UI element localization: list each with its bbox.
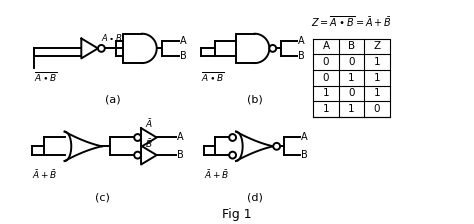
Text: 1: 1 (323, 88, 329, 98)
Text: 1: 1 (374, 88, 380, 98)
Circle shape (98, 45, 105, 52)
Text: 0: 0 (348, 57, 355, 67)
Text: B: B (177, 150, 184, 160)
Circle shape (229, 134, 236, 141)
Text: A: A (322, 41, 330, 52)
Text: (b): (b) (247, 94, 263, 104)
Text: B: B (298, 51, 304, 61)
Text: 0: 0 (323, 73, 329, 83)
Text: B: B (348, 41, 355, 52)
Text: B: B (301, 150, 308, 160)
Circle shape (269, 45, 276, 52)
Text: 0: 0 (374, 104, 380, 114)
Text: (d): (d) (246, 192, 263, 202)
Text: $\bar{B}$: $\bar{B}$ (145, 137, 153, 150)
Text: Fig 1: Fig 1 (222, 208, 252, 221)
Text: B: B (180, 51, 187, 61)
Text: $Z = \overline{A \bullet B} = \bar{A} + \bar{B}$: $Z = \overline{A \bullet B} = \bar{A} + … (311, 14, 392, 29)
Text: A: A (301, 133, 307, 142)
Text: $\overline{A \bullet B}$: $\overline{A \bullet B}$ (201, 70, 225, 84)
Text: $A \bullet B$: $A \bullet B$ (101, 32, 123, 43)
Text: $\bar{A}$: $\bar{A}$ (145, 117, 153, 130)
Text: 1: 1 (348, 104, 355, 114)
Text: 0: 0 (348, 88, 355, 98)
Text: $\overline{A \bullet B}$: $\overline{A \bullet B}$ (34, 70, 58, 84)
Text: A: A (177, 133, 184, 142)
Text: 1: 1 (323, 104, 329, 114)
Text: 1: 1 (374, 73, 380, 83)
Circle shape (273, 143, 280, 150)
Text: $\bar{A} + \bar{B}$: $\bar{A} + \bar{B}$ (32, 168, 58, 181)
Text: A: A (180, 36, 187, 45)
Circle shape (134, 152, 141, 159)
Text: 1: 1 (374, 57, 380, 67)
Text: $\bar{A} + \bar{B}$: $\bar{A} + \bar{B}$ (204, 168, 229, 181)
Text: A: A (298, 36, 304, 45)
Text: (c): (c) (95, 192, 110, 202)
Text: (a): (a) (105, 94, 120, 104)
Text: 1: 1 (348, 73, 355, 83)
Text: Z: Z (374, 41, 381, 52)
Text: 0: 0 (323, 57, 329, 67)
Circle shape (229, 152, 236, 159)
Circle shape (134, 134, 141, 141)
